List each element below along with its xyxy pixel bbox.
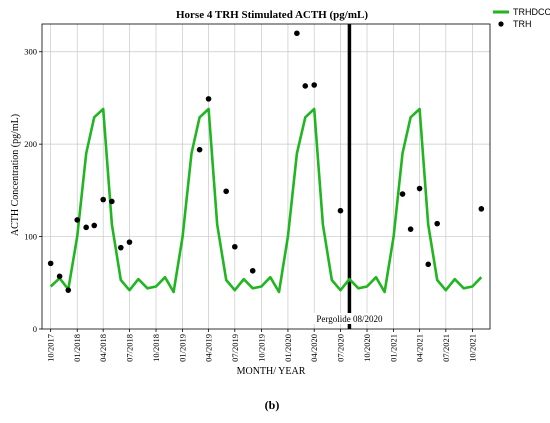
trh-point — [407, 226, 414, 232]
legend: TRHDCOV TRH — [493, 7, 550, 29]
y-tick-label: 0 — [33, 324, 37, 334]
chart-title: Horse 4 TRH Stimulated ACTH (pg/mL) — [176, 9, 368, 21]
x-tick-label: 10/2017 — [46, 334, 56, 362]
trh-point — [205, 96, 212, 102]
x-tick-label: 10/2021 — [467, 334, 477, 362]
y-axis-label: ACTH Concentration (pg/mL) — [10, 114, 21, 236]
trh-point — [434, 220, 440, 227]
x-tick-label: 07/2019 — [230, 334, 240, 362]
trh-point — [337, 207, 344, 214]
x-tick-label: 01/2021 — [389, 334, 399, 362]
plot-frame — [41, 23, 491, 330]
x-tick-label: 01/2018 — [72, 334, 82, 362]
x-tick-label: 10/2019 — [256, 334, 266, 362]
grid — [42, 24, 490, 329]
trh-point — [399, 191, 406, 197]
y-tick-label: 300 — [24, 47, 37, 57]
trh-point — [83, 224, 89, 231]
x-tick-label: 04/2021 — [415, 334, 425, 362]
trh-point — [65, 287, 72, 293]
trhdcov-line — [49, 107, 483, 294]
trh-point — [100, 196, 106, 203]
figure-caption: (b) — [265, 398, 280, 412]
trh-point — [74, 217, 81, 223]
legend-swatch-trh — [498, 21, 504, 27]
x-axis-label: MONTH/ YEAR — [237, 366, 306, 377]
x-tick-label: 10/2020 — [362, 334, 372, 362]
x-tick-label: 07/2020 — [335, 334, 345, 362]
trh-point — [232, 243, 238, 250]
trhdcov-series — [49, 107, 483, 294]
legend-label-trhdcov: TRHDCOV — [513, 7, 550, 17]
trh-point — [126, 239, 133, 245]
trh-point — [249, 267, 256, 274]
pergolide-label-bg — [311, 313, 388, 324]
y-tick-label: 100 — [24, 232, 37, 242]
trh-point — [223, 188, 229, 195]
x-tick-label: 04/2020 — [309, 334, 319, 362]
x-tick-label: 01/2019 — [178, 334, 188, 362]
trh-series — [47, 30, 485, 293]
legend-label-trh: TRH — [513, 19, 532, 29]
trh-point — [91, 222, 98, 229]
trh-point — [56, 273, 63, 280]
trh-point — [196, 146, 203, 153]
y-tick-label: 200 — [24, 139, 37, 149]
trh-point — [478, 206, 485, 212]
trh-point — [425, 261, 432, 268]
pergolide-annotation: Pergolide 08/2020 — [311, 24, 388, 329]
trh-point — [311, 82, 318, 88]
x-tick-label: 04/2018 — [98, 334, 108, 362]
trh-point — [47, 260, 54, 267]
x-tick-label: 10/2018 — [151, 334, 161, 362]
trh-point — [294, 30, 300, 37]
trh-point — [302, 83, 309, 89]
pergolide-label: Pergolide 08/2020 — [316, 314, 383, 324]
x-tick-label: 07/2021 — [441, 334, 451, 362]
x-tick-label: 04/2019 — [204, 334, 214, 362]
x-tick-label: 07/2018 — [124, 334, 134, 362]
trh-point — [109, 198, 115, 205]
x-axis-ticks: 10/2017 01/2018 04/2018 07/2018 10/2018 01/20… — [46, 329, 477, 362]
y-axis-ticks: 0 100 200 300 — [24, 47, 42, 334]
trh-point — [416, 185, 423, 192]
trh-point — [118, 244, 124, 251]
x-tick-label: 01/2020 — [283, 334, 293, 362]
